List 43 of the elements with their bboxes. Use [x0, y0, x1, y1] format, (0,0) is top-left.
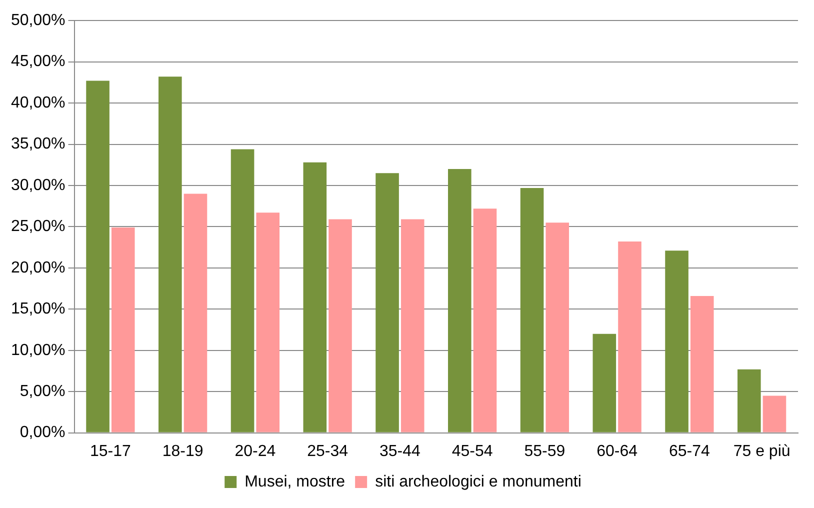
y-tick-label: 25,00%	[11, 218, 66, 236]
y-tick-label: 30,00%	[11, 176, 66, 194]
y-tick-label: 50,00%	[11, 12, 66, 30]
legend-label: siti archeologici e monumenti	[375, 473, 582, 490]
x-tick-label: 55-59	[524, 442, 566, 460]
bar	[690, 296, 714, 432]
y-tick-label: 15,00%	[11, 300, 66, 318]
bar	[303, 162, 327, 432]
x-tick-label: 45-54	[452, 442, 493, 460]
x-tick-label: 18-19	[162, 442, 204, 460]
bar	[737, 369, 761, 432]
x-tick-label: 75 e più	[733, 442, 790, 460]
y-tick-label: 35,00%	[11, 136, 66, 153]
x-tick-label: 15-17	[90, 442, 132, 460]
y-tick-label: 0,00%	[20, 424, 66, 442]
bar	[546, 222, 570, 432]
bar	[448, 168, 472, 432]
bar	[762, 396, 786, 432]
bar	[230, 149, 254, 432]
bar	[520, 188, 544, 432]
bar	[400, 219, 424, 432]
bar	[256, 212, 280, 432]
x-tick-label: 65-74	[668, 442, 710, 460]
x-tick-label: 20-24	[234, 442, 276, 460]
bar	[111, 228, 135, 432]
legend-label: Musei, mostre	[244, 473, 346, 490]
bar	[618, 242, 642, 432]
bar	[665, 250, 688, 432]
x-tick-label: 35-44	[379, 442, 421, 460]
y-tick-label: 20,00%	[11, 259, 66, 276]
bar	[328, 219, 352, 432]
x-tick-label: 60-64	[596, 442, 638, 460]
bar	[376, 173, 399, 432]
bar	[473, 208, 497, 432]
y-tick-label: 10,00%	[11, 342, 66, 359]
bar	[158, 76, 182, 432]
y-tick-label: 45,00%	[11, 53, 66, 70]
bar	[184, 194, 208, 432]
y-tick-label: 5,00%	[20, 382, 66, 400]
bar	[86, 80, 110, 432]
y-tick-label: 40,00%	[11, 94, 66, 112]
x-tick-label: 25-34	[307, 442, 348, 460]
bar	[592, 334, 616, 432]
